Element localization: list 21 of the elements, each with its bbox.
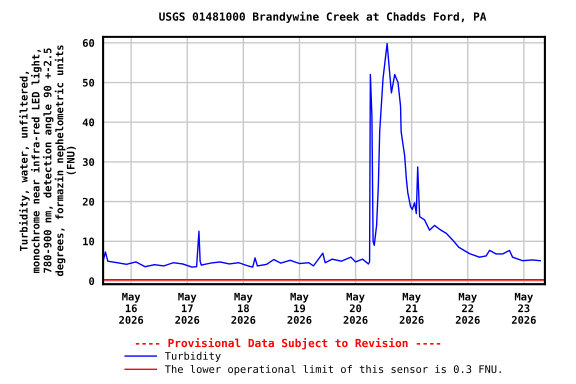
- legend-label: The lower operational limit of this sensor is 0.3 FNU.: [164, 364, 501, 376]
- x-tick-label: May 23 2026: [512, 292, 536, 324]
- x-tick-label: May 18 2026: [231, 292, 256, 324]
- y-axis-title: Turbidity, water, unfiltered, monochrome near infra-red LED light, 780-900 nm, detection angle 90 +-2.5 degrees, formazin nephelometric units (FNU): [19, 45, 76, 276]
- x-tick-label: May 21 2026: [400, 292, 424, 324]
- x-tick-label: May 22 2026: [456, 292, 480, 324]
- x-tick-label: May 16 2026: [119, 292, 144, 324]
- x-tick-label: May 19 2026: [288, 292, 312, 324]
- x-tick-label: May 17 2026: [175, 292, 200, 324]
- y-tick-label: 0: [89, 277, 94, 286]
- y-tick-label: 50: [82, 78, 94, 87]
- y-tick-label: 60: [82, 39, 94, 47]
- y-tick-label: 30: [82, 158, 94, 166]
- y-tick-label: 10: [83, 238, 94, 246]
- legend-label: Turbidity: [164, 352, 221, 362]
- chart-title: USGS 01481000 Brandywine Creek at Chadds Ford, PA: [159, 12, 486, 23]
- text: ---- Provisional Data Subject to Revision ----: [136, 338, 440, 350]
- y-tick-label: 20: [82, 198, 94, 206]
- x-tick-label: May 20 2026: [344, 292, 368, 324]
- line-series: [103, 42, 541, 268]
- y-tick-label: 40: [82, 118, 94, 126]
